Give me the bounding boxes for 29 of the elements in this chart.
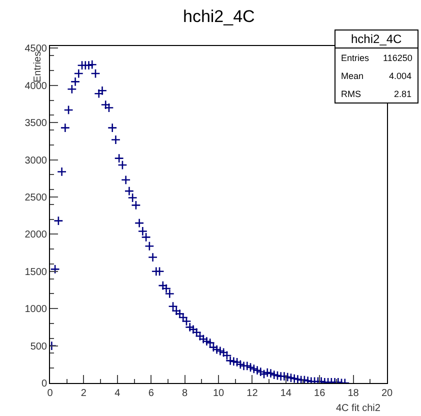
annotation: Mean (341, 71, 364, 81)
y-tick-label: 0 (41, 378, 48, 390)
annotation: Entries (341, 53, 370, 63)
x-tick-label: 14 (280, 388, 292, 399)
annotation: hchi2_4C (351, 32, 402, 46)
y-tick-label: 2000 (24, 230, 48, 241)
y-tick-label: 3500 (24, 118, 48, 130)
y-tick-label: 2500 (24, 192, 48, 204)
x-tick-label: 4 (114, 388, 121, 399)
x-axis-title: 4C fit chi2 (336, 403, 381, 414)
y-axis-title: Entries (32, 51, 44, 82)
x-tick-label: 8 (182, 388, 188, 399)
y-tick-label: 1500 (24, 266, 48, 278)
x-tick-label: 12 (246, 388, 258, 399)
x-tick-label: 16 (314, 388, 326, 399)
y-tick-label: 1000 (24, 304, 48, 316)
x-tick-label: 10 (212, 388, 224, 399)
text: 2.81 (394, 89, 412, 99)
annotation: 116250 (383, 53, 412, 63)
x-tick-label: 6 (148, 388, 154, 399)
x-tick-label: 18 (348, 388, 360, 399)
text: 4.004 (389, 71, 412, 81)
y-tick-label: 3000 (24, 155, 48, 166)
y-tick-label: 4000 (24, 80, 48, 92)
x-tick-label: 20 (381, 388, 393, 399)
chart-title: hchi2_4C (183, 7, 255, 26)
x-tick-label: 2 (80, 388, 87, 399)
y-tick-label: 500 (30, 341, 48, 352)
annotation: RMS (341, 89, 361, 99)
